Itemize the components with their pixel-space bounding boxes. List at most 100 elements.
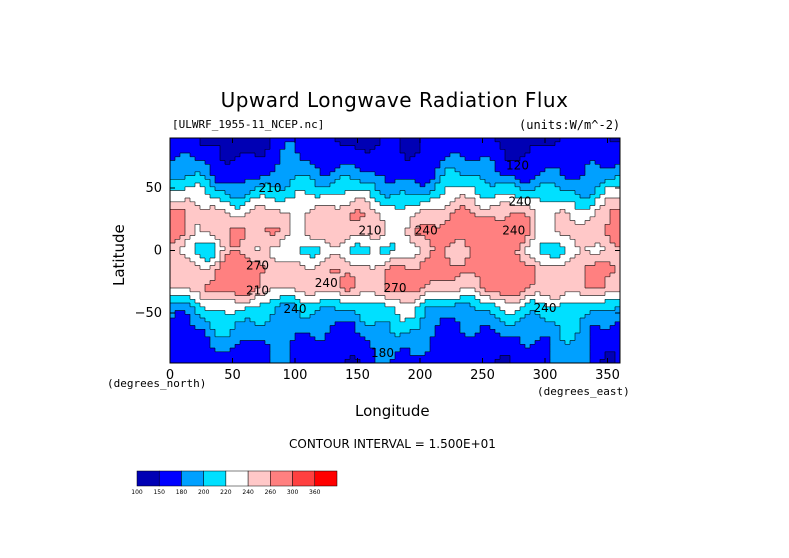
field-cell (240, 228, 246, 233)
field-cell (380, 284, 386, 289)
field-cell (600, 141, 606, 147)
field-cell (385, 273, 391, 278)
field-cell (595, 325, 601, 330)
field-cell (285, 306, 291, 312)
field-cell (425, 171, 431, 177)
field-cell (220, 336, 226, 342)
field-cell (390, 280, 396, 285)
field-cell (610, 269, 616, 274)
field-cell (280, 280, 286, 285)
field-cell (525, 284, 531, 289)
field-cell (605, 340, 611, 345)
field-cell (370, 190, 376, 195)
field-cell (265, 141, 271, 147)
field-cell (510, 306, 516, 312)
field-cell (575, 254, 581, 259)
field-cell (230, 209, 236, 214)
field-cell (375, 179, 381, 184)
field-cell (290, 138, 296, 143)
field-cell (420, 201, 426, 207)
field-cell (420, 276, 426, 282)
field-cell (425, 194, 431, 199)
field-cell (260, 261, 266, 267)
field-cell (170, 254, 176, 259)
field-cell (585, 329, 591, 334)
field-cell (205, 299, 211, 304)
field-cell (335, 254, 341, 259)
field-cell (340, 321, 346, 327)
field-cell (255, 156, 261, 162)
field-cell (230, 156, 236, 162)
field-cell (590, 258, 596, 263)
field-cell (505, 318, 511, 323)
field-cell (460, 246, 466, 252)
field-cell (485, 160, 491, 165)
field-cell (320, 141, 326, 147)
field-cell (445, 314, 451, 319)
field-cell (270, 299, 276, 304)
field-cell (460, 209, 466, 214)
field-cell (340, 224, 346, 229)
field-cell (370, 205, 376, 210)
field-cell (275, 318, 281, 323)
field-cell (195, 265, 201, 270)
field-cell (340, 179, 346, 184)
field-cell (560, 220, 566, 225)
field-cell (390, 156, 396, 162)
field-cell (560, 190, 566, 195)
field-cell (355, 224, 361, 229)
field-cell (250, 171, 256, 177)
field-cell (420, 220, 426, 225)
field-cell (465, 205, 471, 210)
field-cell (225, 254, 231, 259)
field-cell (440, 265, 446, 270)
field-cell (560, 250, 566, 255)
field-cell (560, 291, 566, 297)
field-cell (425, 276, 431, 282)
field-cell (550, 299, 556, 304)
field-cell (275, 314, 281, 319)
field-cell (485, 295, 491, 300)
field-cell (420, 250, 426, 255)
field-cell (350, 303, 356, 308)
field-cell (500, 258, 506, 263)
field-cell (510, 205, 516, 210)
field-cell (220, 288, 226, 293)
field-cell (420, 205, 426, 210)
field-cell (590, 156, 596, 162)
field-cell (275, 175, 281, 180)
field-cell (335, 258, 341, 263)
field-cell (250, 269, 256, 274)
field-cell (265, 209, 271, 214)
field-cell (290, 306, 296, 312)
field-cell (305, 141, 311, 147)
field-cell (560, 295, 566, 300)
field-cell (215, 291, 221, 297)
field-cell (610, 329, 616, 334)
field-cell (410, 250, 416, 255)
field-cell (475, 243, 481, 248)
field-cell (395, 280, 401, 285)
field-cell (250, 224, 256, 229)
field-cell (545, 295, 551, 300)
field-cell (300, 198, 306, 203)
field-cell (400, 141, 406, 147)
field-cell (320, 325, 326, 330)
field-cell (595, 239, 601, 244)
field-cell (180, 205, 186, 210)
field-cell (610, 179, 616, 184)
field-cell (515, 141, 521, 147)
field-cell (420, 164, 426, 169)
field-cell (260, 141, 266, 147)
field-cell (365, 205, 371, 210)
field-cell (295, 224, 301, 229)
field-cell (225, 231, 231, 237)
field-cell (385, 145, 391, 150)
field-cell (560, 280, 566, 285)
field-cell (355, 145, 361, 150)
field-cell (215, 310, 221, 315)
field-cell (205, 186, 211, 192)
field-cell (610, 209, 616, 214)
field-cell (220, 280, 226, 285)
field-cell (580, 318, 586, 323)
